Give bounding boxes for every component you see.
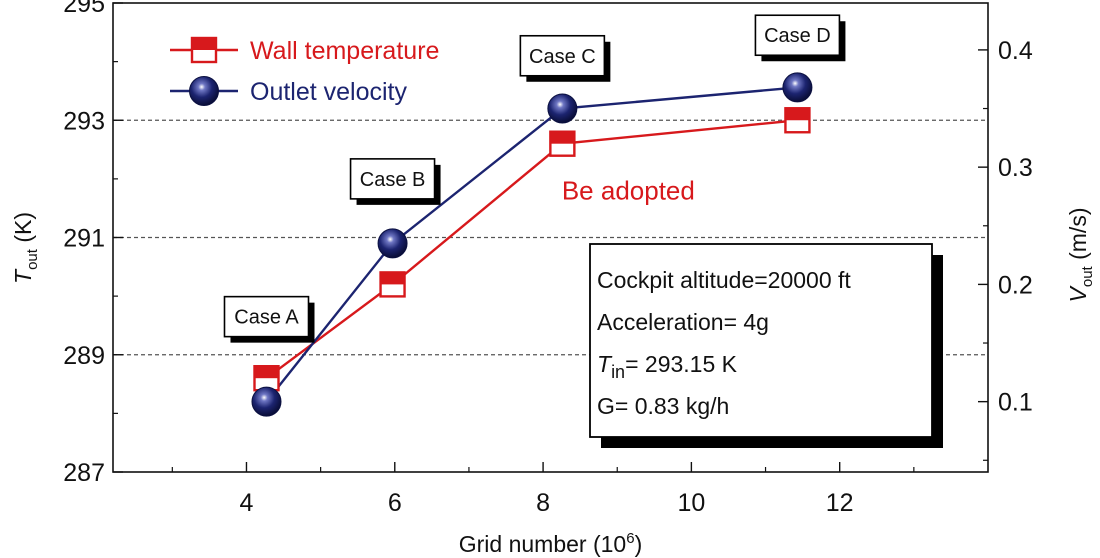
series-line-outlet-velocity [265,86,798,403]
marker-square-fill [785,108,810,121]
y-right-tick-label: 0.1 [998,389,1033,417]
marker-square-fill [550,131,575,144]
marker-sphere [251,386,282,417]
case-label-box [754,14,841,57]
x-axis-label: Grid number (106) [459,530,642,557]
marker-square-fill [380,272,405,285]
case-label-text: Case D [764,25,831,47]
case-label-box [349,158,436,200]
axis-labels: Grid number (106) Tout (K) Vout (m/s) [10,208,1096,557]
legend-marker-sphere [189,76,219,106]
info-box: Cockpit altitude=20000 ft Acceleration= 4… [589,243,943,448]
y-left-tick-label: 295 [63,0,105,18]
case-label-box [223,295,310,338]
series-line-wall-temperature [265,119,798,380]
marker-square-fill [254,366,279,379]
info-box-line: Acceleration= 4g [597,309,769,335]
case-label-box [519,34,606,77]
y-left-tick-label: 289 [63,342,105,370]
legend-label: Wall temperature [250,37,439,65]
marker-sphere [547,93,578,124]
x-tick-label: 6 [388,489,402,517]
marker-sphere [377,228,408,259]
axes: 4 6 8 10 12 287 289 291 293 295 0.1 0.2 0.3 0.4 [63,0,1033,517]
case-label: Case B [349,158,441,205]
marker-sphere [782,72,813,103]
y-right-tick-label: 0.4 [998,37,1033,65]
adopted-note: Be adopted [562,176,695,206]
info-box-frame [589,243,933,438]
info-box-line: G= 0.83 kg/h [597,393,729,419]
y-right-tick-label: 0.2 [998,271,1033,299]
legend-entry-outlet-velocity: Outlet velocity [170,76,408,106]
marker-square-fill [192,38,216,50]
data-point-outlet-velocity [782,72,813,103]
marker-sphere [189,76,219,106]
case-label: Case C [519,34,611,82]
info-box-line: Tin= 293.15 K [597,351,738,382]
info-box-line: Cockpit altitude=20000 ft [597,267,851,293]
x-tick-label: 4 [240,489,254,517]
case-label-text: Case B [360,169,426,191]
data-point-outlet-velocity [251,386,282,417]
data-point-outlet-velocity [377,228,408,259]
case-label: Case D [754,14,846,62]
y-right-axis-label: Vout (m/s) [1065,208,1096,303]
data-point-outlet-velocity [547,93,578,124]
data-point-wall-temperature [379,271,406,298]
y-left-tick-label: 293 [63,107,105,135]
x-tick-label: 12 [826,489,854,517]
data-point-wall-temperature [549,130,576,157]
data-point-wall-temperature [784,107,811,134]
y-left-tick-label: 287 [63,459,105,487]
data-point-wall-temperature [253,365,280,392]
x-tick-label: 10 [677,489,705,517]
x-tick-label: 8 [536,489,550,517]
series-layer [251,72,813,417]
y-left-axis-label: Tout (K) [10,212,41,284]
case-label: Case A [223,295,315,343]
y-right-tick-label: 0.3 [998,154,1033,182]
legend-marker-square [190,36,218,64]
annotation-layer: Case A Case B Case C Case D Be adopted Cockpi… [223,14,943,448]
case-label-text: Case A [234,307,299,329]
legend-entry-wall-temperature: Wall temperature [170,36,439,65]
y-left-tick-label: 291 [63,225,105,253]
legend: Wall temperature Outlet velocity [170,36,439,106]
legend-label: Outlet velocity [250,78,408,106]
case-label-text: Case C [529,46,596,68]
